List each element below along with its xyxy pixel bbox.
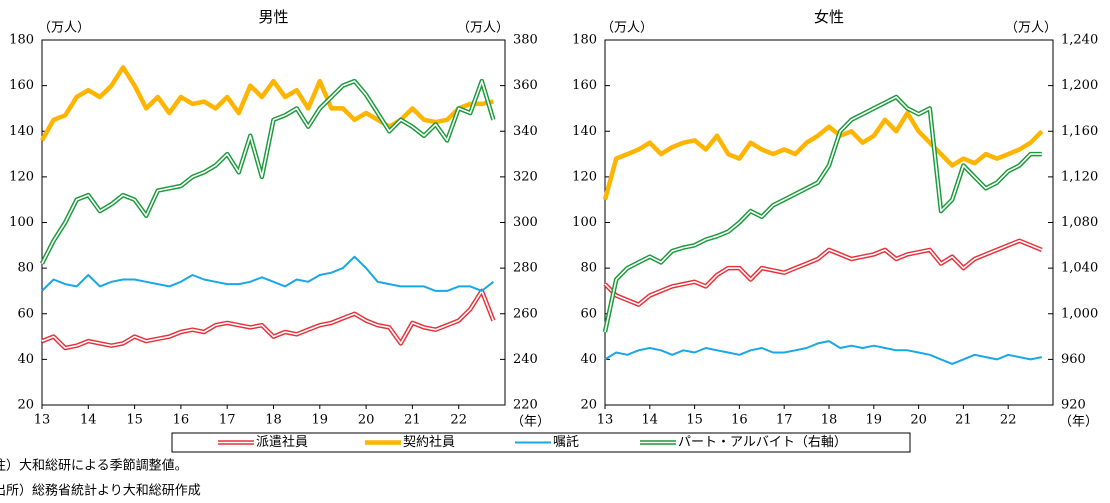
series-line <box>604 340 1043 365</box>
note: 出所）総務省統計より大和総研作成 <box>0 483 201 499</box>
y2-tick-label: 920 <box>1061 398 1086 413</box>
y2-tick-label: 220 <box>513 398 538 413</box>
x-axis-label: （年） <box>511 415 550 430</box>
y-tick-label: 60 <box>17 306 34 321</box>
x-tick-label: 15 <box>686 413 703 428</box>
y2-tick-label: 240 <box>513 352 538 367</box>
y-tick-label: 180 <box>9 33 34 48</box>
x-tick-label: 20 <box>358 413 375 428</box>
x-tick-label: 18 <box>265 413 282 428</box>
series-line-inner <box>41 80 495 264</box>
y2-tick-label: 380 <box>513 33 538 48</box>
y-tick-label: 40 <box>580 352 597 367</box>
y-tick-label: 100 <box>572 215 597 230</box>
x-tick-label: 17 <box>219 413 236 428</box>
series-line <box>41 255 495 292</box>
series-line <box>39 78 496 265</box>
y-axis-label: （万人） <box>38 21 90 36</box>
x-tick-label: 13 <box>597 413 614 428</box>
x-tick-label: 17 <box>776 413 793 428</box>
y2-tick-label: 1,080 <box>1061 215 1098 230</box>
x-tick-label: 16 <box>173 413 190 428</box>
x-axis-label: （年） <box>1059 415 1098 430</box>
series-line <box>40 65 494 142</box>
x-tick-label: 13 <box>34 413 51 428</box>
y2-tick-label: 360 <box>513 78 538 93</box>
y-tick-label: 20 <box>17 398 34 413</box>
y-tick-label: 20 <box>580 398 597 413</box>
legend-label: パート・アルバイト（右軸） <box>678 435 847 450</box>
y2-tick-label: 300 <box>513 215 538 230</box>
x-tick-label: 16 <box>731 413 748 428</box>
x-tick-label: 22 <box>450 413 467 428</box>
y-tick-label: 140 <box>572 124 597 139</box>
x-tick-label: 18 <box>821 413 838 428</box>
legend-label: 契約社員 <box>403 434 455 450</box>
series-line <box>602 110 1044 201</box>
x-tick-label: 22 <box>1000 413 1017 428</box>
x-tick-label: 15 <box>126 413 143 428</box>
x-tick-label: 20 <box>910 413 927 428</box>
y-tick-label: 160 <box>572 78 597 93</box>
y2-tick-label: 280 <box>513 261 538 276</box>
y2-tick-label: 1,040 <box>1061 261 1098 276</box>
y-tick-label: 160 <box>9 78 34 93</box>
y-tick-label: 140 <box>9 124 34 139</box>
plot-frame <box>41 39 506 406</box>
x-tick-label: 19 <box>312 413 329 428</box>
y-tick-label: 60 <box>580 306 597 321</box>
y2-tick-label: 1,240 <box>1061 33 1098 48</box>
series-line-inner <box>604 96 1042 333</box>
chart-title: 女性 <box>814 8 844 26</box>
y2-axis-label: （万人） <box>457 21 509 36</box>
y-tick-label: 180 <box>572 33 597 48</box>
x-tick-label: 21 <box>404 413 421 428</box>
y-tick-label: 120 <box>572 169 597 184</box>
x-tick-label: 21 <box>955 413 972 428</box>
y2-tick-label: 1,120 <box>1061 169 1098 184</box>
y2-tick-label: 1,200 <box>1061 78 1098 93</box>
y-tick-label: 100 <box>9 215 34 230</box>
y2-tick-label: 960 <box>1061 352 1086 367</box>
x-tick-label: 14 <box>642 413 659 428</box>
legend-label: 嘱託 <box>553 434 579 450</box>
legend-box <box>171 432 911 453</box>
y2-tick-label: 1,000 <box>1061 306 1098 321</box>
y2-tick-label: 260 <box>513 306 538 321</box>
y2-tick-label: 340 <box>513 124 538 139</box>
x-tick-label: 14 <box>80 413 97 428</box>
legend-label: 派遣社員 <box>256 434 308 450</box>
y2-tick-label: 1,160 <box>1061 124 1098 139</box>
plot-frame <box>604 39 1054 406</box>
y2-tick-label: 320 <box>513 169 538 184</box>
series-line-inner <box>604 240 1043 306</box>
chart-title: 男性 <box>258 8 288 26</box>
y-axis-label: （万人） <box>601 21 653 36</box>
note: 注）大和総研による季節調整値。 <box>0 458 188 474</box>
y-tick-label: 80 <box>580 261 597 276</box>
series-line-inner <box>41 290 495 349</box>
x-tick-label: 19 <box>866 413 883 428</box>
y-tick-label: 80 <box>17 261 34 276</box>
y-tick-label: 40 <box>17 352 34 367</box>
y2-axis-label: （万人） <box>1005 21 1057 36</box>
y-tick-label: 120 <box>9 169 34 184</box>
series-line <box>41 288 496 351</box>
